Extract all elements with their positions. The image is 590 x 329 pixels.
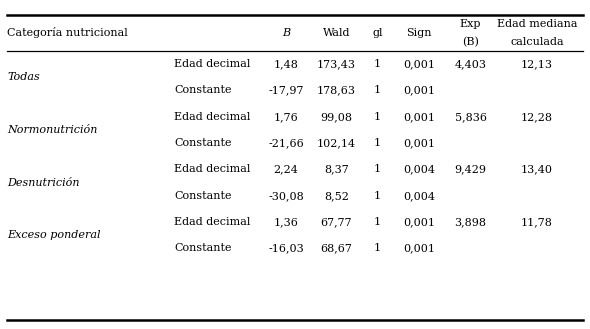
Text: 1,76: 1,76 <box>274 112 299 122</box>
Text: (B): (B) <box>462 37 479 47</box>
Text: 1: 1 <box>374 138 381 148</box>
Text: Constante: Constante <box>174 191 231 201</box>
Text: gl: gl <box>372 28 383 38</box>
Text: 173,43: 173,43 <box>317 59 356 69</box>
Text: Exp: Exp <box>460 19 481 29</box>
Text: 0,001: 0,001 <box>403 217 435 227</box>
Text: -16,03: -16,03 <box>268 243 304 253</box>
Text: 8,52: 8,52 <box>324 191 349 201</box>
Text: B: B <box>282 28 290 38</box>
Text: 0,001: 0,001 <box>403 59 435 69</box>
Text: 102,14: 102,14 <box>317 138 356 148</box>
Text: 1: 1 <box>374 217 381 227</box>
Text: 9,429: 9,429 <box>454 164 487 174</box>
Text: 11,78: 11,78 <box>521 217 553 227</box>
Text: Edad decimal: Edad decimal <box>174 59 250 69</box>
Text: 0,004: 0,004 <box>403 164 435 174</box>
Text: Edad decimal: Edad decimal <box>174 164 250 174</box>
Text: 0,001: 0,001 <box>403 86 435 95</box>
Text: Constante: Constante <box>174 86 231 95</box>
Text: 0,001: 0,001 <box>403 243 435 253</box>
Text: -17,97: -17,97 <box>268 86 304 95</box>
Text: 0,001: 0,001 <box>403 112 435 122</box>
Text: Normonutrición: Normonutrición <box>7 125 97 135</box>
Text: 4,403: 4,403 <box>454 59 487 69</box>
Text: Exceso ponderal: Exceso ponderal <box>7 230 100 240</box>
Text: 1,48: 1,48 <box>274 59 299 69</box>
Text: 3,898: 3,898 <box>454 217 487 227</box>
Text: 0,001: 0,001 <box>403 138 435 148</box>
Text: 1: 1 <box>374 112 381 122</box>
Text: 1: 1 <box>374 86 381 95</box>
Text: 99,08: 99,08 <box>320 112 352 122</box>
Text: 67,77: 67,77 <box>320 217 352 227</box>
Text: -30,08: -30,08 <box>268 191 304 201</box>
Text: Wald: Wald <box>323 28 350 38</box>
Text: 1: 1 <box>374 243 381 253</box>
Text: 1,36: 1,36 <box>274 217 299 227</box>
Text: Edad decimal: Edad decimal <box>174 217 250 227</box>
Text: 12,13: 12,13 <box>521 59 553 69</box>
Text: 1: 1 <box>374 191 381 201</box>
Text: 0,004: 0,004 <box>403 191 435 201</box>
Text: 12,28: 12,28 <box>521 112 553 122</box>
Text: 1: 1 <box>374 164 381 174</box>
Text: Edad decimal: Edad decimal <box>174 112 250 122</box>
Text: Constante: Constante <box>174 243 231 253</box>
Text: 68,67: 68,67 <box>320 243 352 253</box>
Text: Edad mediana: Edad mediana <box>497 19 577 29</box>
Text: 13,40: 13,40 <box>521 164 553 174</box>
Text: Constante: Constante <box>174 138 231 148</box>
Text: 8,37: 8,37 <box>324 164 349 174</box>
Text: calculada: calculada <box>510 37 563 47</box>
Text: 178,63: 178,63 <box>317 86 356 95</box>
Text: 5,836: 5,836 <box>454 112 487 122</box>
Text: Desnutrición: Desnutrición <box>7 178 80 188</box>
Text: -21,66: -21,66 <box>268 138 304 148</box>
Text: 1: 1 <box>374 59 381 69</box>
Text: 2,24: 2,24 <box>274 164 299 174</box>
Text: Sign: Sign <box>406 28 432 38</box>
Text: Todas: Todas <box>7 72 40 82</box>
Text: Categoría nutricional: Categoría nutricional <box>7 27 128 38</box>
